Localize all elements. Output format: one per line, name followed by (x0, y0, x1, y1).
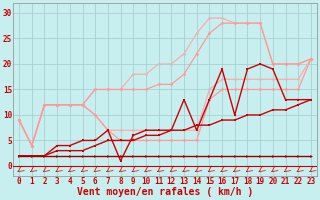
X-axis label: Vent moyen/en rafales ( km/h ): Vent moyen/en rafales ( km/h ) (77, 187, 253, 197)
